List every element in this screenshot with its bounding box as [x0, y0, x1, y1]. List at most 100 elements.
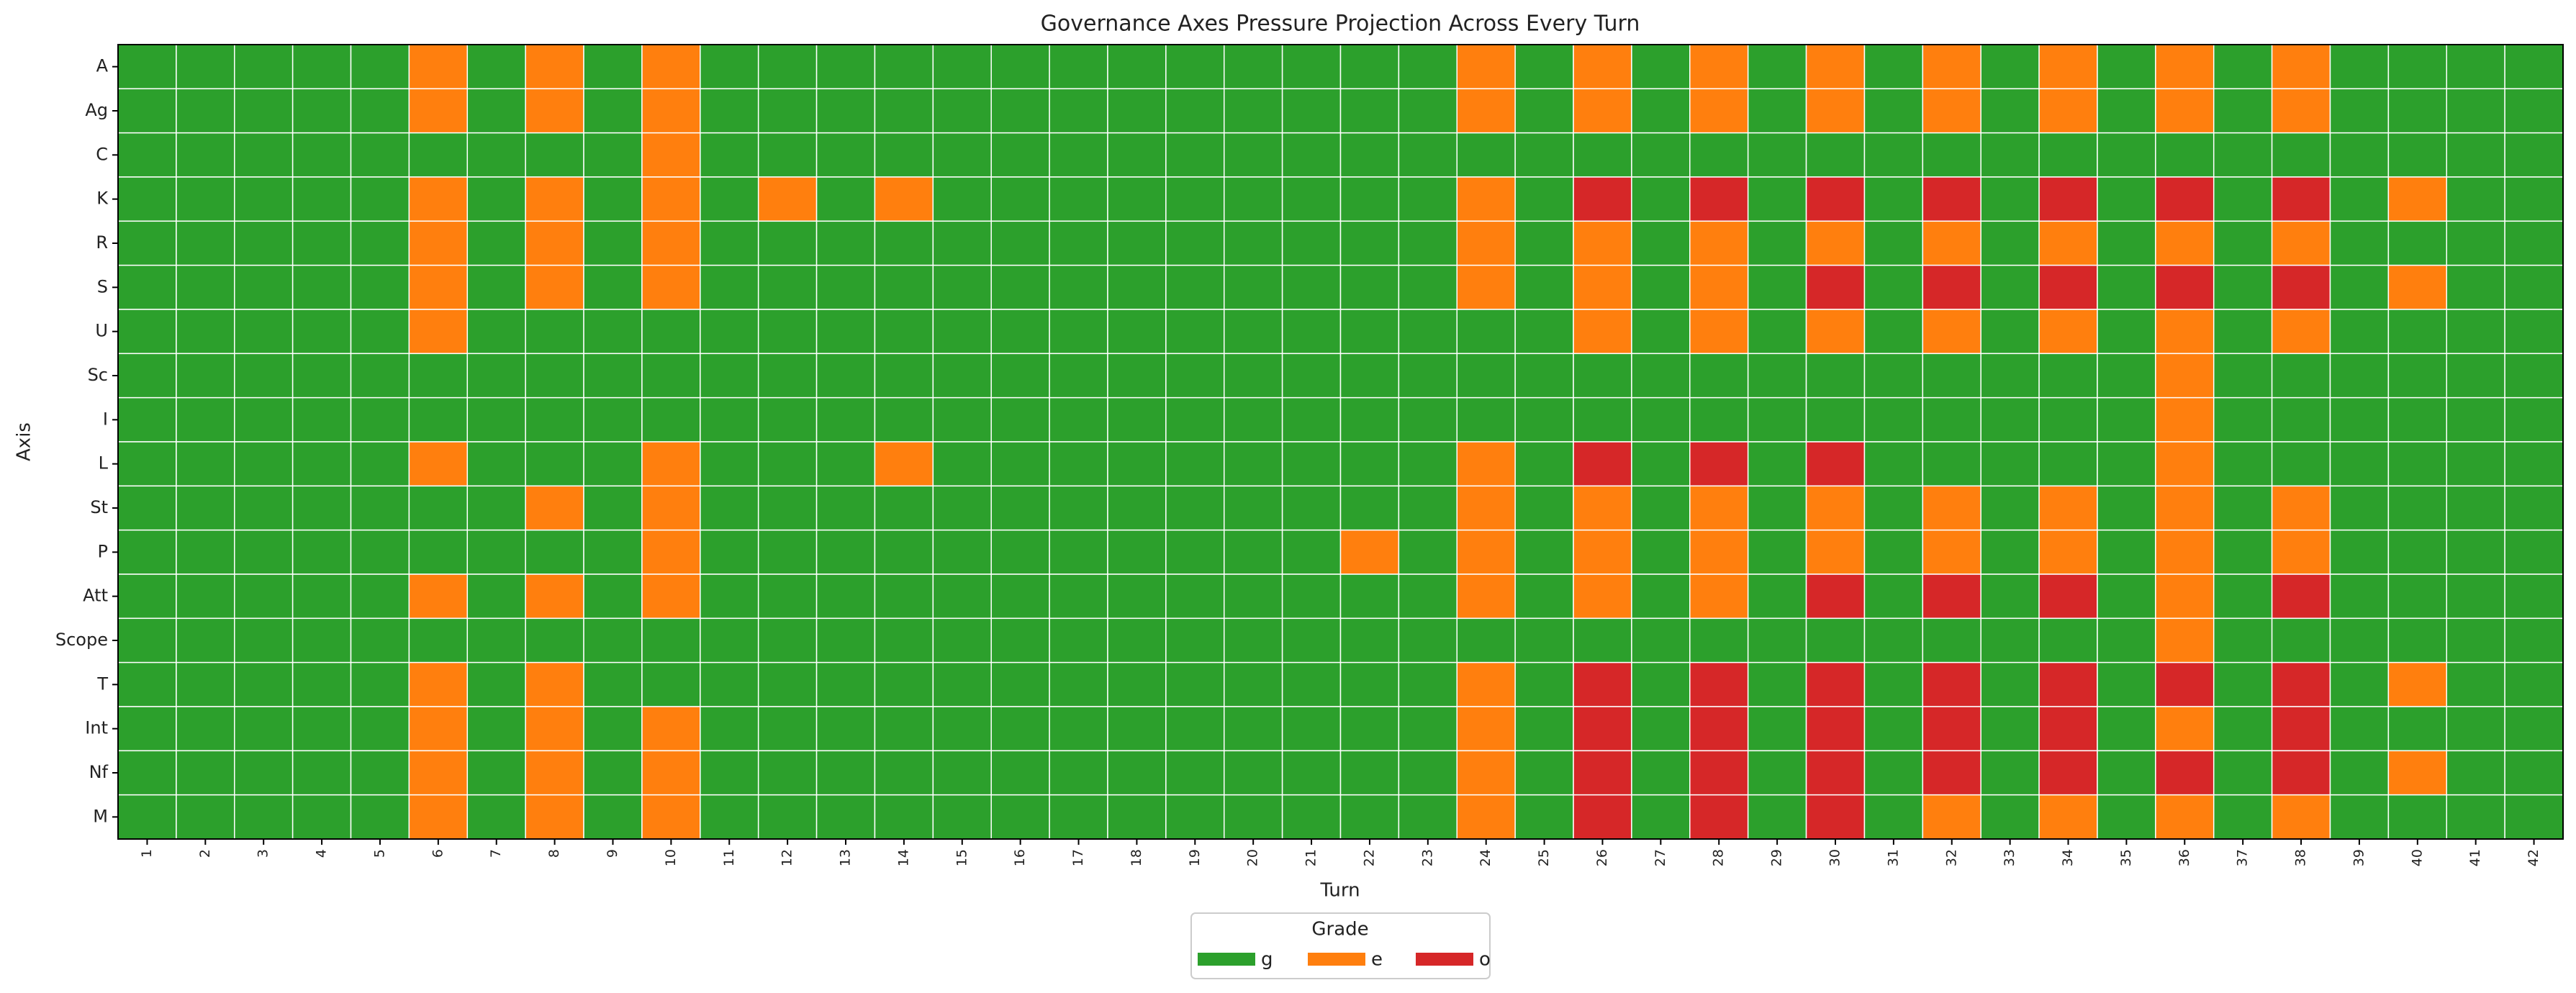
heatmap-cell [525, 706, 584, 752]
heatmap-cell [2213, 396, 2273, 443]
y-tick-label: P [98, 541, 108, 561]
heatmap-cell [408, 617, 469, 663]
heatmap-cell [2271, 132, 2331, 178]
heatmap-cell [757, 264, 818, 310]
heatmap-cell [1281, 44, 1342, 90]
y-tick-label: I [103, 409, 108, 429]
heatmap-cell [1805, 220, 1866, 266]
heatmap-cell [2504, 794, 2564, 840]
heatmap-cell [2097, 617, 2156, 663]
heatmap-cell [2387, 176, 2447, 222]
heatmap-cell [350, 353, 410, 399]
heatmap-cell [757, 573, 818, 620]
heatmap-cell [466, 441, 526, 487]
heatmap-cell [2271, 706, 2331, 752]
heatmap-cell [466, 309, 526, 355]
heatmap-cell [874, 706, 934, 752]
heatmap-cell [234, 132, 294, 178]
heatmap-cell [2329, 396, 2390, 443]
heatmap-cell [1573, 529, 1632, 575]
heatmap-cell [932, 794, 992, 840]
heatmap-cell [525, 132, 584, 178]
heatmap-cell [757, 132, 818, 178]
heatmap-cell [2387, 44, 2447, 90]
heatmap-cell [1805, 353, 1866, 399]
heatmap-cell [990, 661, 1050, 707]
heatmap-cell [2271, 485, 2331, 531]
heatmap-cell [932, 661, 992, 707]
heatmap-cell [700, 661, 759, 707]
heatmap-cell [408, 264, 469, 310]
heatmap-cell [2387, 396, 2447, 443]
heatmap-cell [815, 573, 876, 620]
heatmap-cell [176, 661, 235, 707]
heatmap-cell [1514, 661, 1574, 707]
x-tick-label: 39 [2351, 849, 2367, 866]
heatmap-cell [700, 750, 759, 796]
heatmap-cell [1573, 617, 1632, 663]
plot-frame [117, 44, 2564, 840]
heatmap-cell [2504, 220, 2564, 266]
heatmap-cell [408, 309, 469, 355]
heatmap-cell [1689, 396, 1749, 443]
heatmap-cell [2387, 794, 2447, 840]
heatmap-cell [1456, 176, 1516, 222]
heatmap-cell [234, 617, 294, 663]
heatmap-cell [990, 396, 1050, 443]
heatmap-cell [2329, 132, 2390, 178]
heatmap-cell [990, 706, 1050, 752]
heatmap-cell [1049, 309, 1108, 355]
heatmap-cell [234, 529, 294, 575]
x-tick-label: 13 [838, 849, 854, 866]
heatmap-cell [1805, 750, 1866, 796]
heatmap-cell [466, 617, 526, 663]
heatmap-cell [350, 617, 410, 663]
heatmap-cell [2446, 617, 2505, 663]
heatmap-cell [2329, 353, 2390, 399]
x-tick-label: 3 [256, 849, 271, 858]
heatmap-cell [2097, 794, 2156, 840]
heatmap-cell [1281, 309, 1342, 355]
heatmap-cell [1631, 706, 1691, 752]
heatmap-cell [1805, 309, 1866, 355]
heatmap-cell [2387, 220, 2447, 266]
heatmap-cell [1805, 485, 1866, 531]
heatmap-cell [525, 264, 584, 310]
heatmap-cell [641, 573, 701, 620]
heatmap-cell [466, 176, 526, 222]
heatmap-cell [2271, 309, 2331, 355]
heatmap-cell [815, 132, 876, 178]
heatmap-cell [117, 309, 177, 355]
heatmap-cell [234, 750, 294, 796]
heatmap-cell [292, 220, 352, 266]
heatmap-cell [1573, 706, 1632, 752]
legend-swatch [1308, 953, 1365, 966]
x-tick-label: 11 [721, 849, 737, 866]
heatmap-cell [117, 44, 177, 90]
heatmap-cell [1339, 750, 1400, 796]
heatmap-cell [1165, 88, 1225, 134]
heatmap-cell [2038, 396, 2098, 443]
heatmap-cell [1805, 132, 1866, 178]
heatmap-cell [2504, 441, 2564, 487]
heatmap-cell [2155, 794, 2215, 840]
heatmap-cell [932, 750, 992, 796]
heatmap-cell [1863, 794, 1924, 840]
heatmap-cell [1747, 220, 1807, 266]
heatmap-cell [1863, 617, 1924, 663]
heatmap-cell [757, 485, 818, 531]
heatmap-cell [1107, 529, 1167, 575]
heatmap-cell [1863, 353, 1924, 399]
heatmap-cell [1980, 220, 2040, 266]
heatmap-cell [408, 529, 469, 575]
heatmap-cell [874, 617, 934, 663]
heatmap-cell [700, 88, 759, 134]
heatmap-cell [176, 529, 235, 575]
heatmap-cell [350, 264, 410, 310]
heatmap-cell [1631, 353, 1691, 399]
heatmap-cell [176, 617, 235, 663]
heatmap-cell [641, 264, 701, 310]
heatmap-cell [1805, 88, 1866, 134]
heatmap-cell [2038, 176, 2098, 222]
